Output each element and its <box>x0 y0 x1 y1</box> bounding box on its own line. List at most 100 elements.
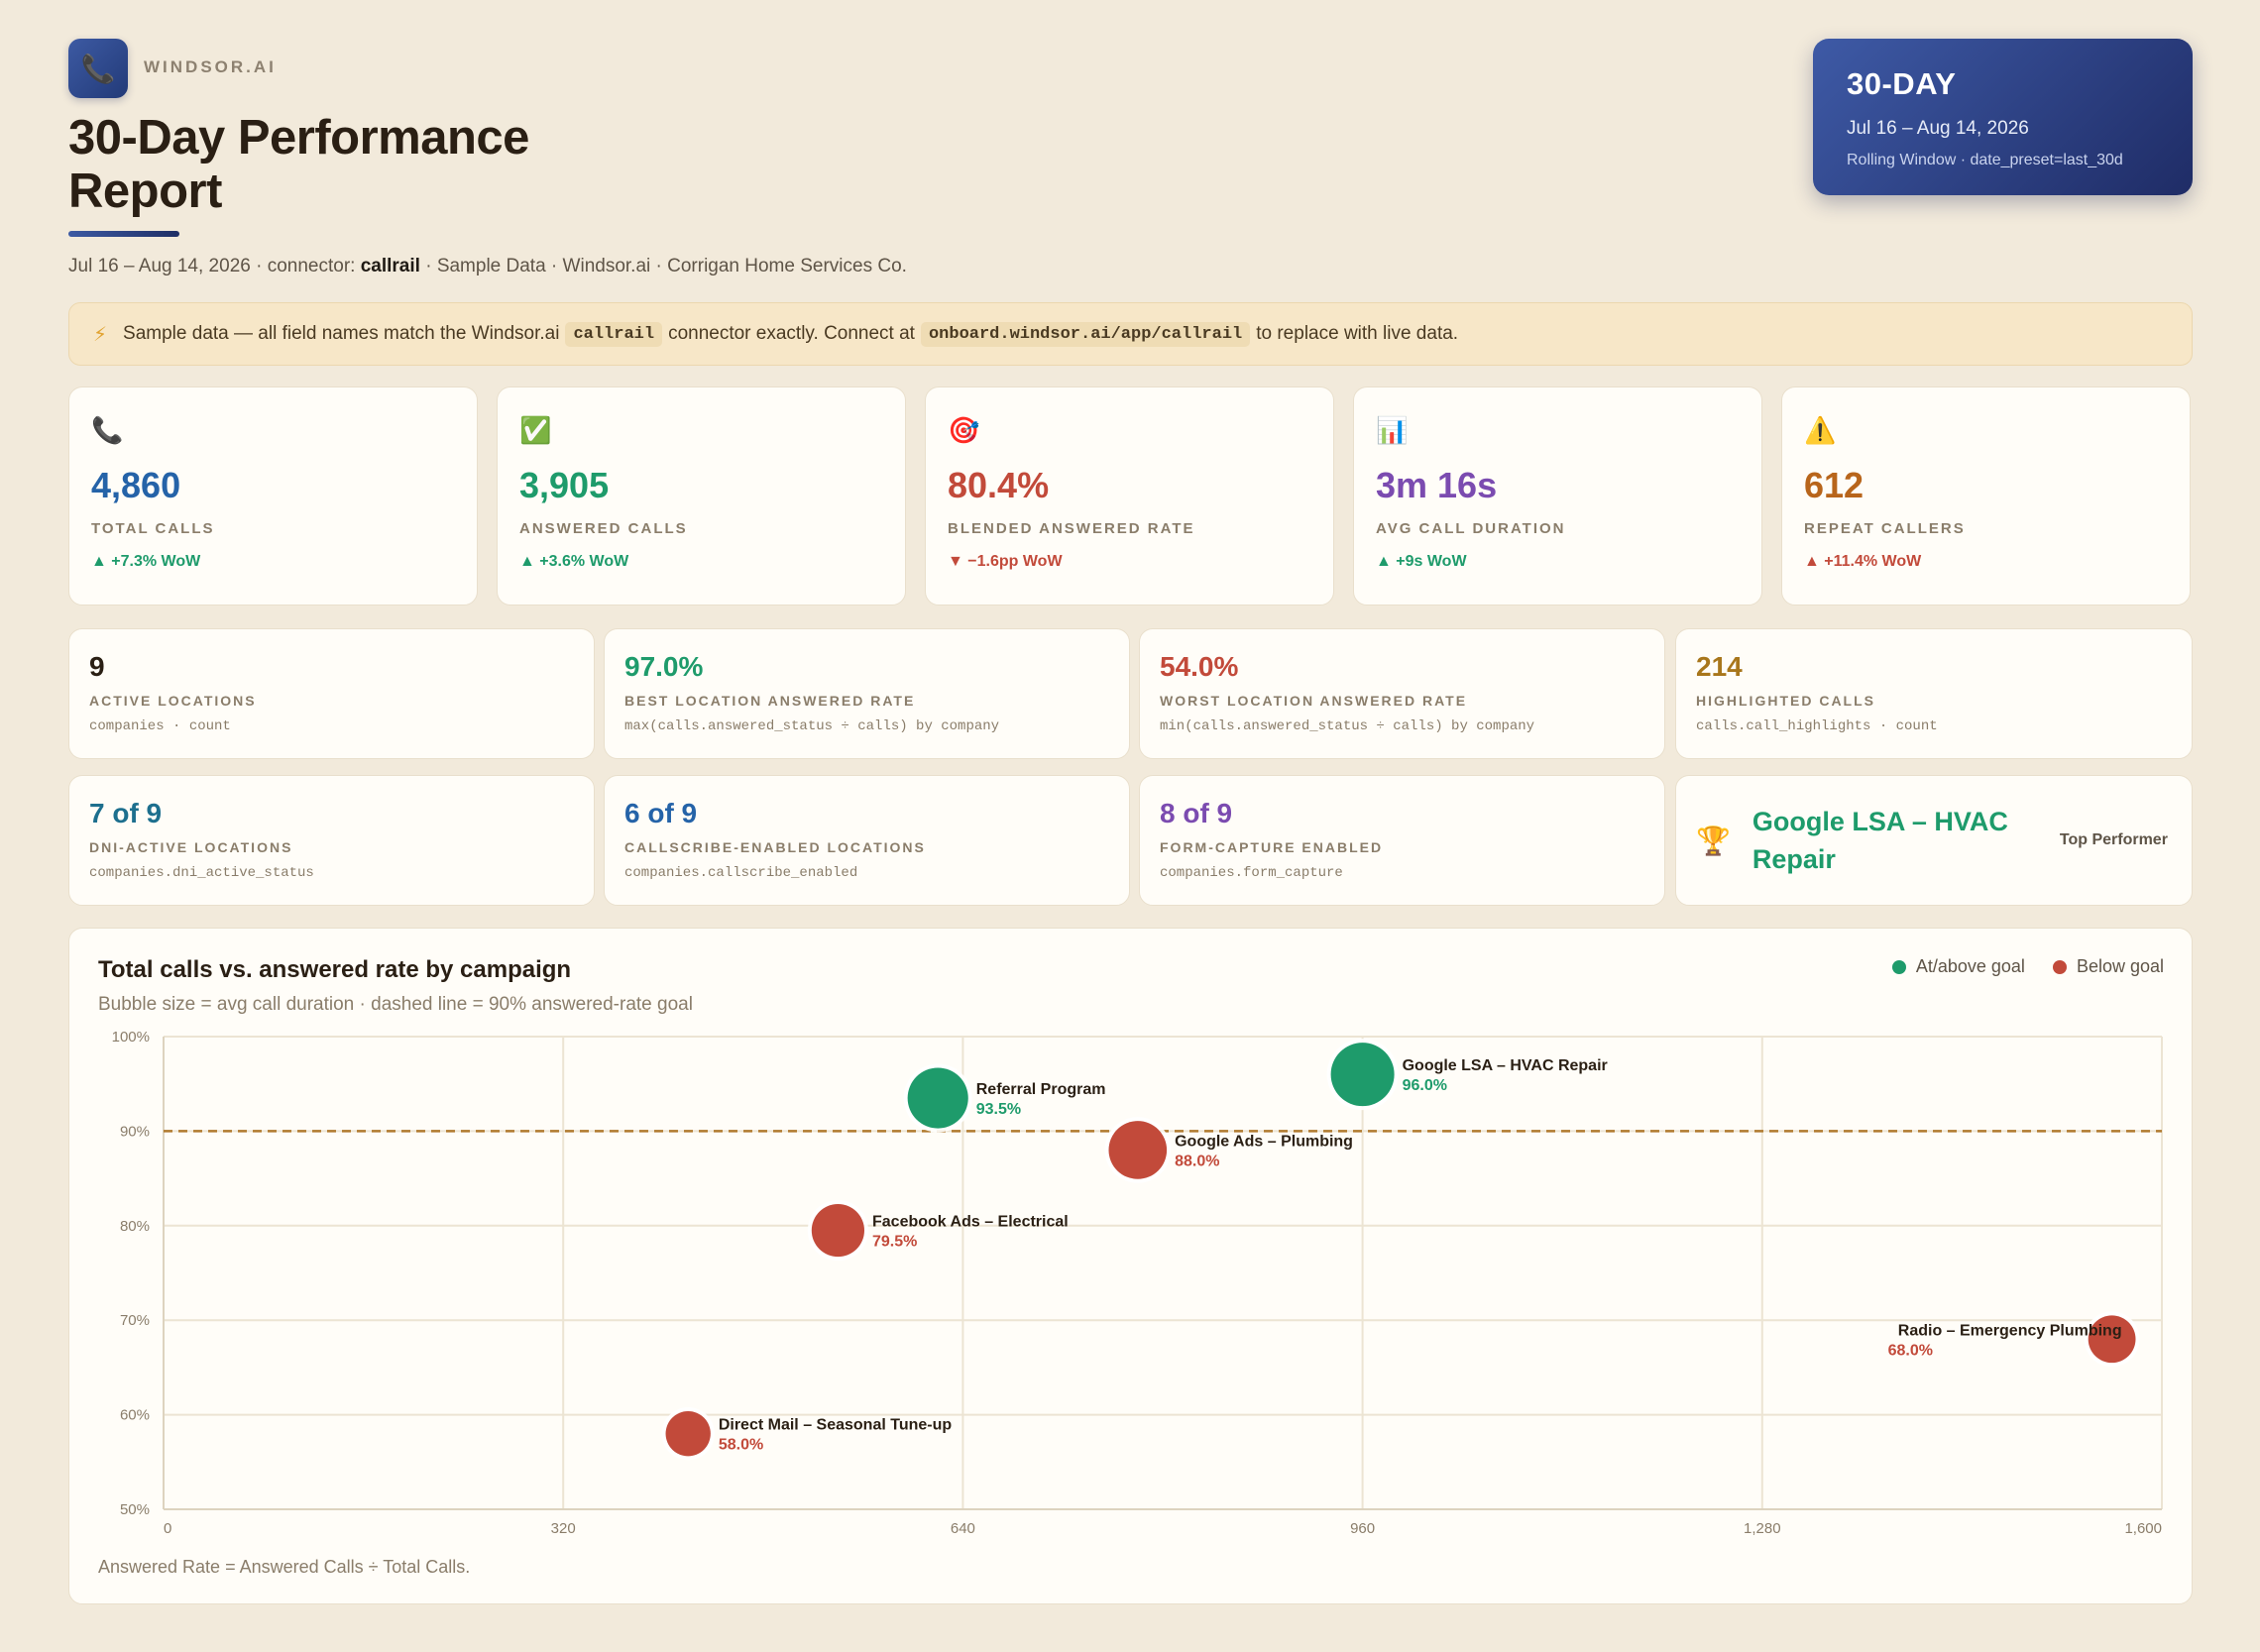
phone-icon: 📞 <box>91 415 124 445</box>
kpi-delta: ▲ +9s WoW <box>1376 553 1467 570</box>
kpi-value: 4,860 <box>91 465 181 505</box>
bubble-label-value: 58.0% <box>719 1437 763 1454</box>
stat-source: companies.callscribe_enabled <box>624 865 858 881</box>
period-card: 30-DAY Jul 16 – Aug 14, 2026 Rolling Win… <box>1813 39 2193 195</box>
stat-label: DNI-ACTIVE LOCATIONS <box>89 839 293 855</box>
bar-chart-icon: 📊 <box>1376 415 1409 445</box>
bubble-label-name: Google Ads – Plumbing <box>1175 1133 1353 1150</box>
kpi-card-repeat-callers: ⚠️ 612 REPEAT CALLERS ▲ +11.4% WoW <box>1781 386 2191 606</box>
kpi-delta: ▲ +7.3% WoW <box>91 553 201 570</box>
y-tick-label: 70% <box>120 1312 150 1329</box>
stat-value: 9 <box>89 651 105 682</box>
legend-swatch-at-goal <box>1891 959 1906 974</box>
sample-data-notice: ⚡ Sample data — all field names match th… <box>68 302 2193 366</box>
kpi-delta: ▲ +11.4% WoW <box>1804 553 1922 570</box>
bubble-label-name: Radio – Emergency Plumbing <box>1898 1322 2122 1339</box>
brand-logo: 📞 <box>68 39 128 98</box>
kpi-card-avg-call-duration: 📊 3m 16s AVG CALL DURATION ▲ +9s WoW <box>1353 386 1762 606</box>
stat-source: companies.form_capture <box>1160 865 1343 881</box>
bubble-label-value: 88.0% <box>1175 1153 1219 1169</box>
subline-suffix: · Sample Data · Windsor.ai · Corrigan Ho… <box>419 256 907 276</box>
notice-text-2: connector exactly. Connect at <box>668 323 915 344</box>
stat-card-dni-active-locations: 7 of 9 DNI-ACTIVE LOCATIONS companies.dni_… <box>68 775 595 906</box>
stat-card-highlighted-calls: 214 HIGHLIGHTED CALLS calls.call_highlight… <box>1675 628 2193 759</box>
bubble-google-lsa-hvac-repair <box>1330 1043 1395 1107</box>
stat-card-active-locations: 9 ACTIVE LOCATIONS companies · count <box>68 628 595 759</box>
lightning-icon: ⚡ <box>93 323 108 346</box>
bubble-label-value: 79.5% <box>872 1234 917 1251</box>
title-underline <box>68 231 179 237</box>
period-label: 30-DAY <box>1847 66 1957 101</box>
kpi-value: 3,905 <box>519 465 610 505</box>
notice-code-connector: callrail <box>565 321 663 347</box>
report-subline: Jul 16 – Aug 14, 2026 · connector: callr… <box>68 256 907 277</box>
stat-card-worst-location-answered-rate: 54.0% WORST LOCATION ANSWERED RATE min(cal… <box>1139 628 1665 759</box>
x-tick-label: 640 <box>951 1520 975 1537</box>
stat-card-best-location-answered-rate: 97.0% BEST LOCATION ANSWERED RATE max(call… <box>604 628 1130 759</box>
campaign-bubble-chart-card: Total calls vs. answered rate by campaig… <box>68 928 2193 1604</box>
bubble-direct-mail-seasonal-tune-up <box>665 1411 711 1457</box>
top-performer-name: Google LSA – HVAC Repair <box>1752 807 2008 874</box>
notice-code-url[interactable]: onboard.windsor.ai/app/callrail <box>920 321 1251 347</box>
kpi-card-answered-calls: ✅ 3,905 ANSWERED CALLS ▲ +3.6% WoW <box>497 386 906 606</box>
page-title: 30-Day Performance Report <box>68 111 529 218</box>
brand-name: WINDSOR.AI <box>144 57 277 76</box>
bubble-label-value: 93.5% <box>976 1101 1021 1118</box>
warning-icon: ⚠️ <box>1804 415 1837 445</box>
stat-source: companies.dni_active_status <box>89 865 314 881</box>
legend-item-below-goal: Below goal <box>2052 956 2164 977</box>
kpi-label: ANSWERED CALLS <box>519 520 688 537</box>
stat-source: calls.call_highlights · count <box>1696 718 1938 734</box>
bubble-label-value: 68.0% <box>1888 1342 1933 1359</box>
bubble-referral-program <box>907 1067 968 1129</box>
chart-legend: At/above goal Below goal <box>1891 956 2164 977</box>
legend-label-below-goal: Below goal <box>2076 956 2164 976</box>
period-note: Rolling Window · date_preset=last_30d <box>1847 152 2123 168</box>
x-tick-label: 320 <box>551 1520 576 1537</box>
stat-label: ACTIVE LOCATIONS <box>89 693 257 709</box>
kpi-value: 612 <box>1804 465 1864 505</box>
y-tick-label: 100% <box>112 1029 150 1046</box>
y-tick-label: 90% <box>120 1123 150 1140</box>
kpi-label: AVG CALL DURATION <box>1376 520 1566 537</box>
stat-value: 97.0% <box>624 651 704 682</box>
kpi-label: TOTAL CALLS <box>91 520 215 537</box>
chart-subtitle: Bubble size = avg call duration · dashed… <box>98 994 693 1015</box>
bubble-label-name: Direct Mail – Seasonal Tune-up <box>719 1417 953 1434</box>
stat-card-form-capture-enabled: 8 of 9 FORM-CAPTURE ENABLED companies.form… <box>1139 775 1665 906</box>
kpi-delta: ▼ −1.6pp WoW <box>948 553 1063 570</box>
stat-value: 8 of 9 <box>1160 798 1233 828</box>
subline-prefix: Jul 16 – Aug 14, 2026 · connector: <box>68 256 361 276</box>
bubble-label-value: 96.0% <box>1403 1077 1447 1094</box>
kpi-label: BLENDED ANSWERED RATE <box>948 520 1195 537</box>
period-range: Jul 16 – Aug 14, 2026 <box>1847 118 2029 139</box>
legend-label-at-goal: At/above goal <box>1915 956 2025 976</box>
stat-label: FORM-CAPTURE ENABLED <box>1160 839 1384 855</box>
notice-text-3: to replace with live data. <box>1256 323 1459 344</box>
x-tick-label: 1,600 <box>2124 1520 2162 1537</box>
stat-card-callscribe-enabled-locations: 6 of 9 CALLSCRIBE-ENABLED LOCATIONS compan… <box>604 775 1130 906</box>
kpi-value: 80.4% <box>948 465 1050 505</box>
stat-label: WORST LOCATION ANSWERED RATE <box>1160 693 1468 709</box>
kpi-label: REPEAT CALLERS <box>1804 520 1966 537</box>
stat-label: CALLSCRIBE-ENABLED LOCATIONS <box>624 839 926 855</box>
legend-swatch-below-goal <box>2052 959 2067 974</box>
y-tick-label: 80% <box>120 1218 150 1235</box>
top-performer-label: Top Performer <box>2059 831 2168 848</box>
chart-footnote: Answered Rate = Answered Calls ÷ Total C… <box>98 1557 471 1577</box>
stat-source: companies · count <box>89 718 231 734</box>
check-icon: ✅ <box>519 415 552 445</box>
stat-source: min(calls.answered_status ÷ calls) by co… <box>1160 718 1535 734</box>
target-icon: 🎯 <box>948 415 980 445</box>
stat-label: HIGHLIGHTED CALLS <box>1696 693 1875 709</box>
chart-title: Total calls vs. answered rate by campaig… <box>98 956 572 983</box>
stat-source: max(calls.answered_status ÷ calls) by co… <box>624 718 1000 734</box>
phone-icon: 📞 <box>80 53 116 84</box>
bubble-label-name: Referral Program <box>976 1081 1106 1098</box>
y-tick-label: 50% <box>120 1501 150 1518</box>
stat-value: 6 of 9 <box>624 798 698 828</box>
bubble-radio-emergency-plumbing <box>2088 1315 2136 1364</box>
top-performer-card: 🏆 Google LSA – HVAC Repair Top Performer <box>1675 775 2193 906</box>
trophy-icon: 🏆 <box>1696 825 1731 856</box>
kpi-value: 3m 16s <box>1376 465 1498 505</box>
